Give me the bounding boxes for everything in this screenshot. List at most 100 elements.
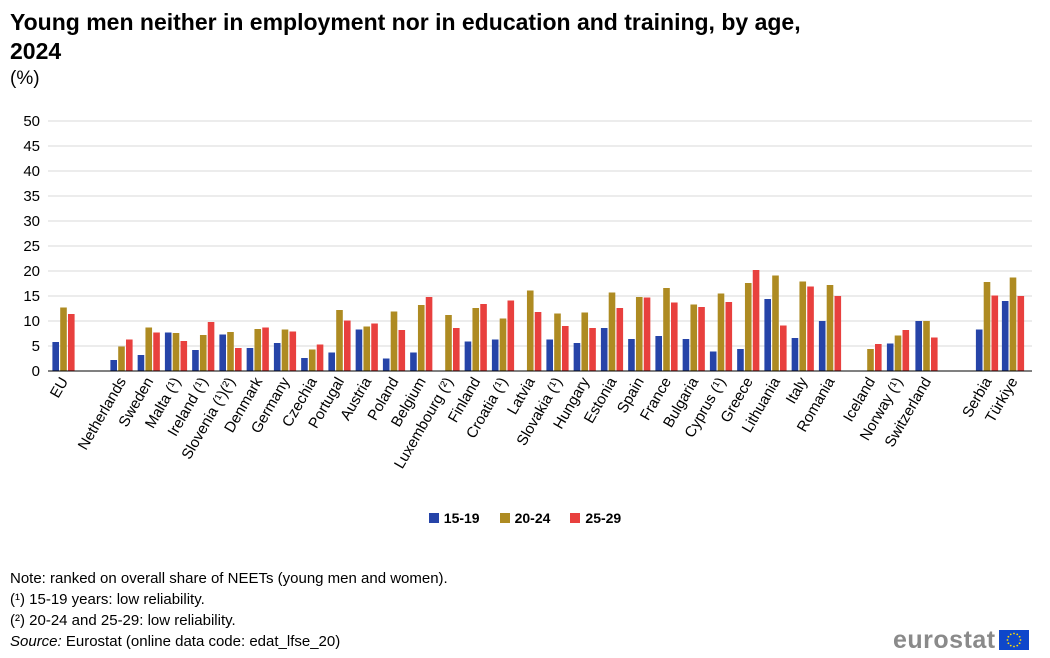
legend-label: 20-24 xyxy=(514,510,551,526)
bar-20-24 xyxy=(717,293,725,371)
bar-15-19 xyxy=(464,341,472,371)
bar-20-24 xyxy=(172,333,180,371)
y-axis: 0 5 10 15 20 25 30 35 40 45 50 xyxy=(23,113,40,380)
y-tick-label: 35 xyxy=(23,188,40,205)
bar-20-24 xyxy=(799,281,807,371)
legend-item: 20-24 xyxy=(499,510,551,526)
bar-15-19 xyxy=(886,343,894,371)
y-tick-label: 5 xyxy=(32,338,40,355)
y-tick-label: 10 xyxy=(23,313,40,330)
notes: Note: ranked on overall share of NEETs (… xyxy=(10,568,448,652)
bar-25-29 xyxy=(207,322,215,371)
bar-15-19 xyxy=(975,329,983,371)
bar-20-24 xyxy=(581,312,589,371)
bar-15-19 xyxy=(573,343,581,371)
bar-15-19 xyxy=(655,336,662,371)
bar-15-19 xyxy=(915,321,922,371)
bar-20-24 xyxy=(635,297,643,371)
bar-20-24 xyxy=(417,305,425,371)
bar-15-19 xyxy=(682,339,690,371)
bar-15-19 xyxy=(164,332,172,371)
bar-25-29 xyxy=(589,328,596,371)
eu-flag-icon xyxy=(998,630,1029,650)
note-footnote-1: (¹) 15-19 years: low reliability. xyxy=(10,591,205,608)
bar-25-29 xyxy=(807,286,814,371)
bar-15-19 xyxy=(52,342,59,371)
bar-15-19 xyxy=(273,343,281,371)
bar-15-19 xyxy=(110,360,117,371)
bar-20-24 xyxy=(663,288,670,371)
bar-20-24 xyxy=(923,321,930,371)
bar-series xyxy=(52,270,1025,371)
y-tick-label: 30 xyxy=(23,213,40,230)
bar-20-24 xyxy=(254,329,262,371)
bar-25-29 xyxy=(289,331,297,371)
bar-25-29 xyxy=(562,326,569,371)
bar-25-29 xyxy=(480,304,487,371)
bar-25-29 xyxy=(902,330,910,371)
bar-15-19 xyxy=(491,339,499,371)
bar-25-29 xyxy=(453,328,460,371)
logo-text: eurostat xyxy=(893,625,996,654)
bar-20-24 xyxy=(390,311,398,371)
bar-15-19 xyxy=(410,352,417,371)
bar-15-19 xyxy=(737,349,744,371)
y-tick-label: 45 xyxy=(23,138,40,155)
legend-swatch xyxy=(499,513,510,523)
bar-20-24 xyxy=(308,349,316,371)
bar-15-19 xyxy=(1001,301,1009,371)
bar-20-24 xyxy=(445,315,452,371)
bar-25-29 xyxy=(1017,296,1025,371)
bar-20-24 xyxy=(894,335,902,371)
bar-20-24 xyxy=(472,308,480,371)
x-tick-label: EU xyxy=(47,375,72,402)
bar-15-19 xyxy=(219,334,226,371)
bar-15-19 xyxy=(382,358,390,371)
bar-25-29 xyxy=(507,300,515,371)
bar-20-24 xyxy=(826,285,834,371)
y-axis-unit: (%) xyxy=(10,68,40,89)
bar-20-24 xyxy=(363,326,371,371)
bar-chart: 0 5 10 15 20 25 30 35 40 45 50 EU NetherlandsSweden… xyxy=(23,113,1032,472)
bar-25-29 xyxy=(698,307,705,371)
bar-20-24 xyxy=(281,329,289,371)
bar-25-29 xyxy=(344,320,351,371)
y-tick-label: 40 xyxy=(23,163,40,180)
bar-20-24 xyxy=(772,275,779,371)
bar-15-19 xyxy=(301,358,308,371)
bar-20-24 xyxy=(1009,277,1017,371)
bar-25-29 xyxy=(875,344,882,371)
bar-25-29 xyxy=(616,308,624,371)
bar-15-19 xyxy=(600,328,608,371)
bar-20-24 xyxy=(118,346,125,371)
bar-20-24 xyxy=(690,304,698,371)
bar-25-29 xyxy=(725,302,733,371)
y-tick-label: 20 xyxy=(23,263,40,280)
bar-25-29 xyxy=(235,348,242,371)
gridlines xyxy=(48,120,1032,347)
bar-25-29 xyxy=(68,314,75,371)
bar-20-24 xyxy=(983,282,991,371)
bar-15-19 xyxy=(709,351,717,371)
bar-25-29 xyxy=(126,339,133,371)
note-source: Source: Eurostat (online data code: edat… xyxy=(10,631,448,652)
legend: 15-19 20-24 25-29 xyxy=(0,510,1050,530)
bar-25-29 xyxy=(153,332,160,371)
legend-swatch xyxy=(428,513,439,523)
bar-25-29 xyxy=(931,337,938,371)
y-tick-label: 15 xyxy=(23,288,40,305)
y-tick-label: 50 xyxy=(23,113,40,130)
bar-15-19 xyxy=(791,338,799,371)
bar-15-19 xyxy=(246,348,254,371)
bar-20-24 xyxy=(145,327,153,371)
bar-25-29 xyxy=(262,327,269,371)
bar-15-19 xyxy=(328,352,335,371)
eurostat-logo: eurostat xyxy=(893,626,1029,654)
bar-15-19 xyxy=(192,350,199,371)
bar-25-29 xyxy=(991,295,999,371)
bar-25-29 xyxy=(316,344,324,371)
bar-25-29 xyxy=(534,312,542,371)
bar-25-29 xyxy=(425,297,433,371)
bar-20-24 xyxy=(60,307,67,371)
bar-15-19 xyxy=(355,329,363,371)
